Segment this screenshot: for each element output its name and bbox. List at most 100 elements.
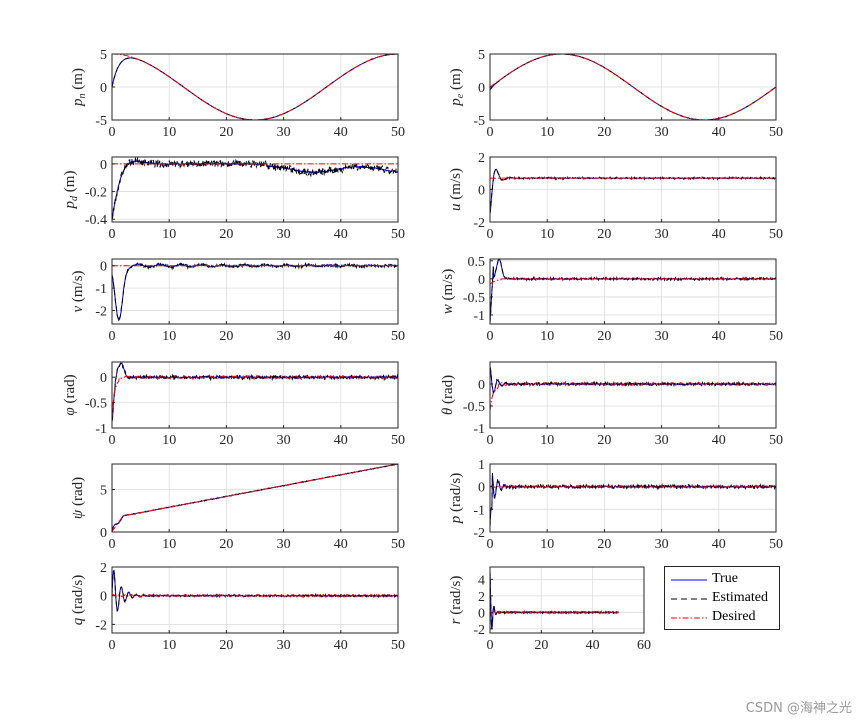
y-tick-label: -1 <box>473 503 485 518</box>
y-axis-label: v (m/s) <box>70 270 86 312</box>
y-tick-label: -1 <box>473 309 485 324</box>
axes-box <box>111 566 399 634</box>
y-tick-label: -1 <box>95 282 107 297</box>
x-tick-label: 30 <box>277 638 291 653</box>
y-tick-label: 5 <box>100 48 107 63</box>
y-tick-label: 2 <box>478 151 485 166</box>
x-tick-label: 20 <box>597 433 611 448</box>
y-tick-label: -5 <box>473 114 485 129</box>
series-true <box>489 366 777 393</box>
series-desired <box>111 593 399 598</box>
legend-label-true: True <box>712 571 738 586</box>
x-tick-label: 0 <box>109 329 116 344</box>
y-tick-label: 0 <box>100 260 107 275</box>
x-tick-label: 20 <box>597 537 611 552</box>
x-tick-label: 0 <box>109 227 116 242</box>
y-tick-label: 0 <box>100 371 107 386</box>
x-tick-label: 50 <box>391 329 405 344</box>
x-tick-label: 50 <box>391 433 405 448</box>
x-tick-label: 20 <box>219 537 233 552</box>
x-tick-label: 0 <box>109 638 116 653</box>
y-axis-label: pd (m) <box>62 171 80 210</box>
y-tick-label: 4 <box>478 573 485 588</box>
y-tick-label: -0.5 <box>463 400 485 415</box>
legend-swatches <box>671 579 707 619</box>
y-tick-label: 5 <box>100 484 107 499</box>
chart-phi: 0 10 20 30 40 50 -1 -0.5 0 φ (rad) <box>62 361 405 448</box>
x-tick-label: 40 <box>712 329 726 344</box>
chart-p: 0 10 20 30 40 50 -2 -1 0 1 p (rad/s) <box>448 458 783 552</box>
x-tick-label: 40 <box>712 125 726 140</box>
y-axis-label: p (rad/s) <box>448 473 464 524</box>
x-tick-label: 50 <box>769 125 783 140</box>
y-tick-label: 2 <box>478 590 485 605</box>
y-tick-label: -0.5 <box>85 397 107 412</box>
x-tick-label: 10 <box>540 537 554 552</box>
x-tick-label: 10 <box>162 329 176 344</box>
series-estimated <box>489 367 777 394</box>
y-axis-label: pe (m) <box>448 68 466 106</box>
chart-theta: 0 10 20 30 40 50 -1 -0.5 0 θ (rad) <box>440 361 783 448</box>
y-tick-label: -0.2 <box>85 186 107 201</box>
legend-label-estimated: Estimated <box>712 590 768 605</box>
x-tick-label: 30 <box>655 227 669 242</box>
y-tick-label: -5 <box>95 114 107 129</box>
x-tick-label: 40 <box>334 329 348 344</box>
y-tick-label: -2 <box>473 526 485 541</box>
x-tick-label: 30 <box>655 537 669 552</box>
x-tick-label: 40 <box>334 537 348 552</box>
axes-box <box>111 258 399 325</box>
x-tick-label: 10 <box>540 227 554 242</box>
y-tick-label: -1 <box>95 422 107 437</box>
x-tick-label: 10 <box>162 638 176 653</box>
chart-v: 0 10 20 30 40 50 -2 -1 0 v (m/s) <box>70 258 405 344</box>
y-tick-label: 0.5 <box>468 255 486 270</box>
y-axis-label: φ (rad) <box>62 374 78 415</box>
x-tick-label: 20 <box>219 329 233 344</box>
x-tick-label: 0 <box>109 537 116 552</box>
x-tick-label: 0 <box>487 329 494 344</box>
axes-box <box>489 258 777 325</box>
x-tick-label: 50 <box>391 227 405 242</box>
chart-w: 0 10 20 30 40 50 -1 -0.5 0 0.5 w (m/s) <box>440 255 783 344</box>
x-tick-label: 20 <box>597 329 611 344</box>
x-tick-label: 10 <box>162 227 176 242</box>
series-desired <box>489 485 776 488</box>
x-tick-label: 30 <box>277 125 291 140</box>
x-tick-label: 40 <box>712 227 726 242</box>
y-tick-label: -0.4 <box>85 213 107 228</box>
watermark: CSDN @海神之光 <box>745 701 852 716</box>
x-tick-label: 40 <box>334 638 348 653</box>
x-tick-label: 10 <box>540 329 554 344</box>
x-tick-label: 0 <box>487 227 494 242</box>
legend: True Estimated Desired <box>664 566 780 630</box>
x-tick-label: 0 <box>487 638 494 653</box>
series-estimated <box>489 473 777 527</box>
y-tick-label: 0 <box>478 273 485 288</box>
y-tick-label: 2 <box>100 561 107 576</box>
y-tick-label: 0 <box>100 158 107 173</box>
series-estimated <box>111 156 399 219</box>
y-tick-label: 0 <box>478 184 485 199</box>
series-desired <box>489 382 777 411</box>
legend-label-desired: Desired <box>712 609 756 624</box>
x-tick-label: 40 <box>712 537 726 552</box>
series-desired <box>111 375 399 418</box>
x-tick-label: 20 <box>534 638 548 653</box>
y-tick-label: -0.5 <box>463 291 485 306</box>
axes-box <box>489 566 645 634</box>
x-tick-label: 20 <box>597 125 611 140</box>
x-tick-label: 30 <box>277 433 291 448</box>
x-tick-label: 20 <box>219 433 233 448</box>
series-estimated <box>489 258 777 323</box>
series-desired <box>112 53 398 121</box>
x-tick-label: 10 <box>162 537 176 552</box>
series-desired <box>111 463 399 532</box>
y-tick-label: 0 <box>100 590 107 605</box>
series-true <box>111 263 399 322</box>
x-tick-label: 40 <box>586 638 600 653</box>
series-desired <box>489 53 777 121</box>
